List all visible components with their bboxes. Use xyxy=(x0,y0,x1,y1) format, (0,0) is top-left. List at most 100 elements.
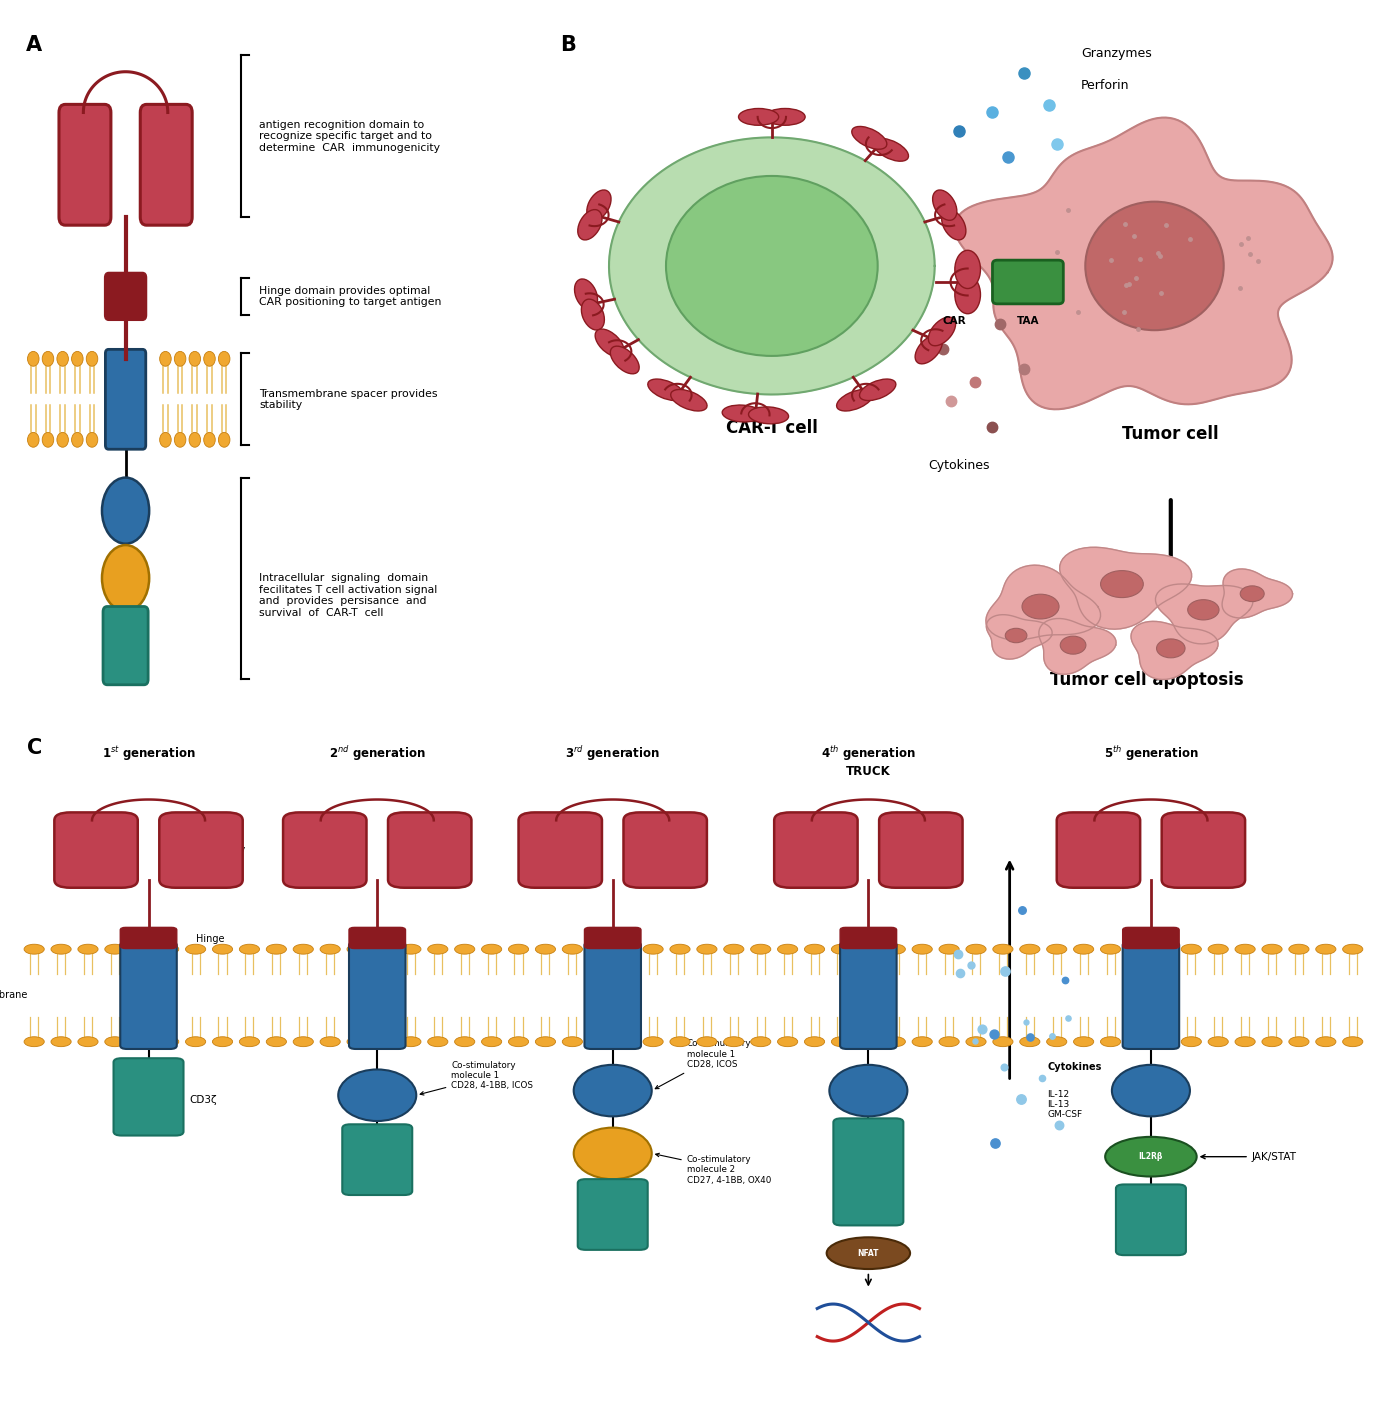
Circle shape xyxy=(72,352,83,366)
Circle shape xyxy=(51,945,72,955)
Circle shape xyxy=(293,1036,313,1046)
Circle shape xyxy=(669,1036,690,1046)
Circle shape xyxy=(912,945,933,955)
Circle shape xyxy=(858,945,879,955)
FancyBboxPatch shape xyxy=(283,813,367,887)
Circle shape xyxy=(535,945,556,955)
FancyBboxPatch shape xyxy=(834,1118,904,1226)
Text: 5$^{th}$ generation: 5$^{th}$ generation xyxy=(1104,744,1198,763)
Polygon shape xyxy=(987,614,1052,659)
Ellipse shape xyxy=(647,380,684,401)
Ellipse shape xyxy=(1112,1064,1190,1116)
Circle shape xyxy=(805,1036,825,1046)
Circle shape xyxy=(1046,1036,1067,1046)
FancyBboxPatch shape xyxy=(840,942,897,1049)
FancyBboxPatch shape xyxy=(624,813,707,887)
Circle shape xyxy=(589,1036,610,1046)
Ellipse shape xyxy=(671,389,707,411)
Ellipse shape xyxy=(595,329,624,357)
FancyBboxPatch shape xyxy=(159,813,243,887)
Circle shape xyxy=(1261,945,1282,955)
Circle shape xyxy=(1208,1036,1228,1046)
Circle shape xyxy=(1208,945,1228,955)
Circle shape xyxy=(320,945,341,955)
Circle shape xyxy=(189,433,200,447)
Circle shape xyxy=(1100,1036,1121,1046)
Circle shape xyxy=(615,1036,636,1046)
Circle shape xyxy=(1074,1036,1094,1046)
Circle shape xyxy=(266,945,287,955)
FancyBboxPatch shape xyxy=(1116,1184,1185,1256)
Circle shape xyxy=(966,945,987,955)
Ellipse shape xyxy=(1023,595,1058,619)
Ellipse shape xyxy=(1060,636,1086,654)
Circle shape xyxy=(105,1036,126,1046)
Circle shape xyxy=(43,433,54,447)
FancyBboxPatch shape xyxy=(349,928,406,949)
Ellipse shape xyxy=(578,209,602,240)
Circle shape xyxy=(86,352,98,366)
Text: Tumor cell: Tumor cell xyxy=(1122,426,1219,443)
Ellipse shape xyxy=(1101,571,1143,598)
Ellipse shape xyxy=(722,405,762,422)
FancyBboxPatch shape xyxy=(120,928,177,949)
FancyBboxPatch shape xyxy=(105,273,146,321)
Ellipse shape xyxy=(574,1064,651,1116)
Text: antigen recognition domain to
recognize specific target and to
determine  CAR  i: antigen recognition domain to recognize … xyxy=(259,120,440,153)
Polygon shape xyxy=(1223,569,1293,619)
Circle shape xyxy=(454,1036,475,1046)
Circle shape xyxy=(858,1036,879,1046)
Circle shape xyxy=(57,433,69,447)
Circle shape xyxy=(1046,945,1067,955)
Circle shape xyxy=(1181,1036,1202,1046)
Ellipse shape xyxy=(574,1128,651,1180)
Circle shape xyxy=(23,1036,44,1046)
Circle shape xyxy=(105,945,126,955)
Text: 1$^{st}$ generation: 1$^{st}$ generation xyxy=(102,744,196,763)
Circle shape xyxy=(938,1036,959,1046)
Circle shape xyxy=(1343,1036,1363,1046)
Circle shape xyxy=(723,1036,744,1046)
Ellipse shape xyxy=(102,546,149,612)
Circle shape xyxy=(28,433,39,447)
Circle shape xyxy=(374,1036,395,1046)
Ellipse shape xyxy=(581,299,604,330)
Text: A: A xyxy=(26,35,41,55)
Text: JAK/STAT: JAK/STAT xyxy=(1201,1152,1297,1161)
Circle shape xyxy=(992,945,1013,955)
Circle shape xyxy=(885,945,905,955)
Circle shape xyxy=(1020,945,1041,955)
Circle shape xyxy=(23,945,44,955)
Circle shape xyxy=(174,433,186,447)
Ellipse shape xyxy=(1188,600,1219,620)
Ellipse shape xyxy=(1085,201,1224,330)
Circle shape xyxy=(86,433,98,447)
FancyBboxPatch shape xyxy=(54,813,138,887)
FancyBboxPatch shape xyxy=(840,928,897,949)
Text: Cytokines: Cytokines xyxy=(929,458,989,472)
Text: CAR-T cell: CAR-T cell xyxy=(726,419,818,437)
Circle shape xyxy=(185,945,206,955)
Ellipse shape xyxy=(827,1237,909,1270)
Polygon shape xyxy=(1132,621,1219,679)
Ellipse shape xyxy=(836,389,874,411)
Text: IL-12
IL-13
GM-CSF: IL-12 IL-13 GM-CSF xyxy=(1047,1090,1082,1119)
FancyBboxPatch shape xyxy=(774,813,857,887)
Ellipse shape xyxy=(610,346,639,374)
Circle shape xyxy=(346,945,367,955)
Circle shape xyxy=(669,945,690,955)
Circle shape xyxy=(218,352,230,366)
FancyBboxPatch shape xyxy=(585,942,640,1049)
Text: CD3ζ: CD3ζ xyxy=(189,1095,217,1105)
Text: Hinge domain provides optimal
CAR positioning to target antigen: Hinge domain provides optimal CAR positi… xyxy=(259,285,442,307)
Circle shape xyxy=(723,945,744,955)
Polygon shape xyxy=(1060,547,1191,628)
Circle shape xyxy=(535,1036,556,1046)
Polygon shape xyxy=(609,138,934,395)
FancyBboxPatch shape xyxy=(1123,942,1179,1049)
Circle shape xyxy=(589,945,610,955)
Ellipse shape xyxy=(338,1070,417,1121)
Circle shape xyxy=(562,945,582,955)
FancyBboxPatch shape xyxy=(1123,928,1179,949)
FancyBboxPatch shape xyxy=(1162,813,1245,887)
